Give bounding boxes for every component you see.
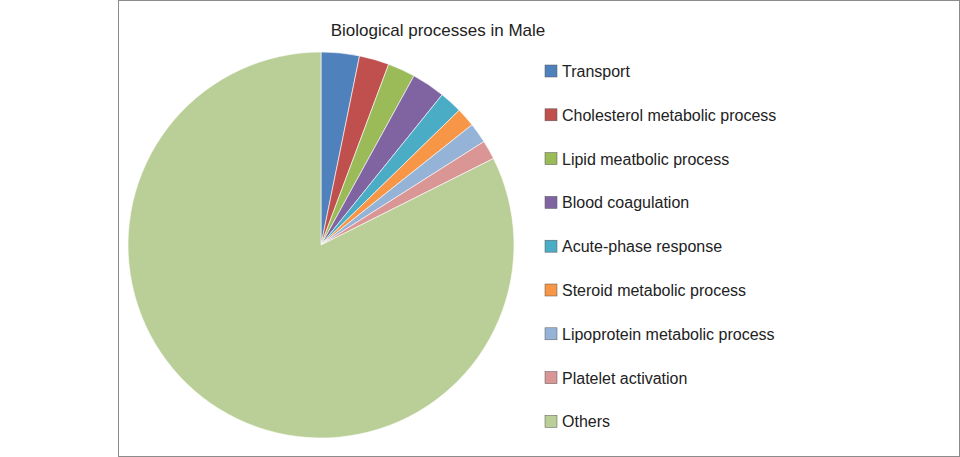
legend-swatch bbox=[545, 328, 557, 340]
legend-swatch bbox=[545, 153, 557, 165]
legend-label: Cholesterol metabolic process bbox=[562, 107, 776, 124]
legend-label: Others bbox=[562, 413, 610, 430]
legend-swatch bbox=[545, 196, 557, 208]
legend: Transport Cholesterol metabolic process Li… bbox=[545, 63, 776, 430]
pie bbox=[128, 52, 514, 438]
legend-swatch bbox=[545, 415, 557, 427]
legend-label: Acute-phase response bbox=[562, 238, 722, 255]
chart-frame bbox=[119, 1, 960, 457]
legend-swatch bbox=[545, 109, 557, 121]
legend-swatch bbox=[545, 240, 557, 252]
legend-label: Transport bbox=[562, 63, 630, 80]
legend-swatch bbox=[545, 372, 557, 384]
legend-swatch bbox=[545, 65, 557, 77]
slice bbox=[128, 52, 514, 438]
legend-label: Lipid meatbolic process bbox=[562, 151, 729, 168]
legend-label: Platelet activation bbox=[562, 370, 687, 387]
chart: Biological processes in Male Transport Cho… bbox=[0, 0, 960, 457]
legend-swatch bbox=[545, 284, 557, 296]
legend-label: Blood coagulation bbox=[562, 194, 689, 211]
legend-label: Lipoprotein metabolic process bbox=[562, 326, 775, 343]
legend-label: Steroid metabolic process bbox=[562, 282, 746, 299]
title: Biological processes in Male bbox=[331, 21, 546, 40]
